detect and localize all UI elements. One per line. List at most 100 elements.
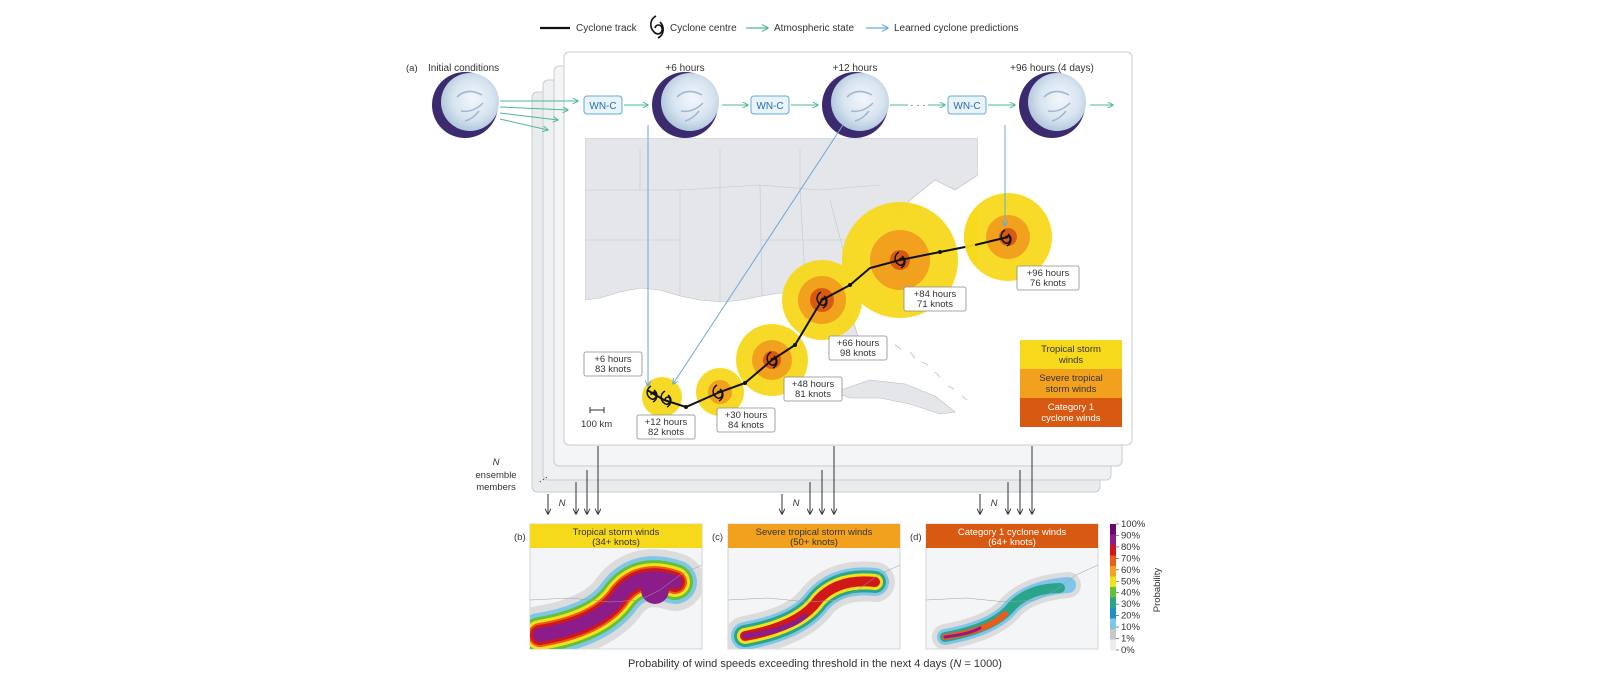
globe-12h (822, 72, 889, 138)
colorbar-segment (1110, 608, 1116, 619)
colorbar-segment (1110, 524, 1116, 535)
svg-text:(34+ knots): (34+ knots) (592, 537, 640, 548)
svg-text:Tropical storm winds: Tropical storm winds (573, 527, 660, 538)
svg-text:ensemble: ensemble (475, 470, 516, 481)
wind-category-key: Tropical storm winds Severe tropical sto… (1020, 340, 1122, 427)
track-points (684, 250, 942, 409)
colorbar-tick-label: 90% (1121, 530, 1141, 541)
initial-conditions-label: Initial conditions (428, 63, 499, 74)
colorbar-tick-label: 100% (1121, 519, 1146, 530)
svg-text:Category 1: Category 1 (1048, 402, 1094, 413)
track-label-48h: +48 hours 81 knots (783, 376, 843, 402)
wnc-model-box-1: WN-C (583, 95, 623, 115)
legend-centre-label: Cyclone centre (670, 23, 737, 34)
n-mark-c: N (793, 498, 800, 509)
svg-text:83 knots: 83 knots (595, 364, 631, 375)
colorbar-segment (1110, 618, 1116, 630)
forecast-map (585, 138, 1052, 430)
small-panel-coastlines (529, 564, 1099, 603)
colorbar-tick-label: 40% (1121, 588, 1141, 599)
wnc-model-box-2: WN-C (750, 95, 790, 115)
svg-text:Severe tropical storm winds: Severe tropical storm winds (756, 527, 873, 538)
track-label-66h: +66 hours 98 knots (828, 335, 888, 361)
svg-text:members: members (476, 482, 516, 493)
svg-text:(d): (d) (910, 532, 922, 543)
colorbar-segment (1110, 534, 1116, 546)
globe-6h (652, 72, 719, 138)
svg-text:(b): (b) (514, 532, 526, 543)
wind-swath-96h-outer (964, 193, 1052, 281)
svg-text:N: N (493, 457, 500, 468)
step-label-12h: +12 hours (833, 63, 878, 74)
svg-text:Tropical storm: Tropical storm (1041, 344, 1101, 355)
colorbar-tick-label: 10% (1121, 622, 1141, 633)
svg-text:storm winds: storm winds (1046, 384, 1097, 395)
svg-text:Severe tropical: Severe tropical (1039, 373, 1102, 384)
learned-prediction-arrows (648, 124, 1005, 386)
colorbar-tick-label: 0% (1121, 645, 1135, 656)
svg-text:WN-C: WN-C (953, 101, 980, 112)
colorbar-tick-label: 70% (1121, 553, 1141, 564)
svg-text:+6 hours: +6 hours (594, 354, 631, 365)
svg-text:84 knots: 84 knots (728, 420, 764, 431)
colorbar-tick-label: 60% (1121, 565, 1141, 576)
probability-colorbar: 100%90%80%70%60%50%40%30%20%10%1%0% (1110, 519, 1146, 656)
colorbar-segment (1110, 629, 1116, 640)
svg-text:98 knots: 98 knots (840, 348, 876, 359)
colorbar-tick-label: 50% (1121, 576, 1141, 587)
step-label-6h: +6 hours (665, 63, 704, 74)
svg-text:+96 hours: +96 hours (1027, 268, 1070, 279)
legend-track-label: Cyclone track (576, 23, 638, 34)
track-label-12h: +12 hours 82 knots (636, 414, 696, 440)
legend-learned-label: Learned cyclone predictions (894, 23, 1019, 34)
step-ellipsis: · · · (910, 100, 926, 111)
track-label-96h: +96 hours 76 knots (1016, 265, 1080, 291)
colorbar-segment (1110, 587, 1116, 598)
scale-bar: 100 km (581, 407, 612, 430)
centre-glyphs (646, 251, 906, 408)
svg-text:winds: winds (1058, 355, 1084, 366)
colorbar-tick-label: 30% (1121, 599, 1141, 610)
initial-globe (432, 72, 499, 138)
n-mark-b: N (559, 498, 566, 509)
svg-text:82 knots: 82 knots (648, 427, 684, 438)
colorbar-segment (1110, 545, 1116, 556)
caption: Probability of wind speeds exceeding thr… (628, 658, 1002, 670)
colorbar-segment (1110, 576, 1116, 588)
panel-c: (c) Severe tropical storm winds (50+ kno… (712, 523, 901, 650)
colorbar-segment (1110, 566, 1116, 577)
legend: Cyclone track Cyclone centre Atmospheric… (540, 15, 1019, 39)
colorbar-label: Probability (1152, 568, 1163, 613)
svg-text:76 knots: 76 knots (1030, 278, 1066, 289)
step-label-96h: +96 hours (4 days) (1010, 63, 1094, 74)
colorbar-segment (1110, 555, 1116, 567)
svg-text:71 knots: 71 knots (917, 299, 953, 310)
cyclone-track (646, 243, 978, 409)
colorbar-segment (1110, 597, 1116, 609)
svg-text:+12 hours: +12 hours (645, 417, 688, 428)
cyclone-centre-icon (650, 15, 664, 39)
svg-text:+30 hours: +30 hours (725, 410, 768, 421)
svg-text:WN-C: WN-C (589, 101, 616, 112)
svg-text:+48 hours: +48 hours (792, 379, 835, 390)
colorbar-tick-label: 1% (1121, 634, 1135, 645)
n-mark-d: N (991, 498, 998, 509)
track-label-6h: +6 hours 83 knots (583, 351, 643, 377)
svg-text:(50+ knots): (50+ knots) (790, 537, 838, 548)
panel-b: (b) Tropical storm winds (34+ knots) (514, 523, 703, 650)
svg-text:+66 hours: +66 hours (837, 338, 880, 349)
scale-label: 100 km (581, 419, 612, 430)
panel-a-tag: (a) (406, 63, 418, 74)
svg-text:81 knots: 81 knots (795, 389, 831, 400)
wnc-model-box-3: WN-C (947, 95, 987, 115)
colorbar-tick-label: 80% (1121, 542, 1141, 553)
svg-text:WN-C: WN-C (756, 101, 783, 112)
legend-atmos-label: Atmospheric state (774, 23, 854, 34)
svg-text:+84 hours: +84 hours (914, 289, 957, 300)
colorbar-segment (1110, 639, 1116, 651)
svg-text:(c): (c) (712, 532, 723, 543)
track-label-30h: +30 hours 84 knots (716, 407, 776, 433)
initial-arrows (499, 101, 578, 130)
globe-96h (1019, 72, 1086, 138)
